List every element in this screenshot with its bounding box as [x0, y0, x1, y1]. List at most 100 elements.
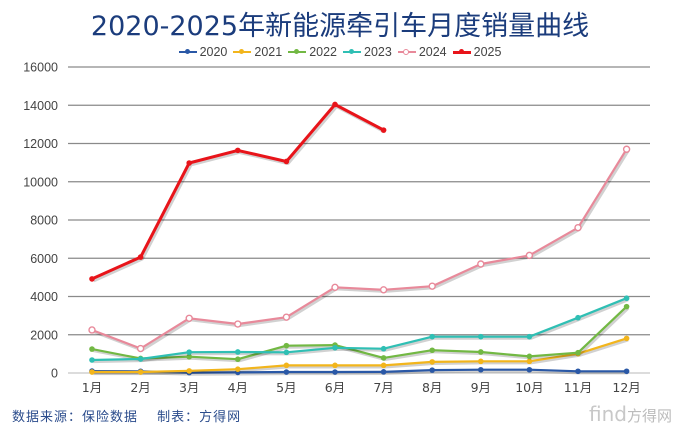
series-shadow-2024 — [92, 149, 630, 352]
data-point-2024 — [379, 286, 388, 294]
data-source: 数据来源：保险数据 — [12, 410, 139, 425]
x-tick-label: 3月 — [179, 380, 199, 395]
series-shadow-2021 — [93, 338, 629, 376]
y-tick-label: 4000 — [30, 290, 58, 304]
series-shadow-2025 — [92, 104, 387, 283]
legend-item-2022[interactable]: 2022 — [288, 45, 337, 59]
legend-label: 2020 — [199, 45, 228, 59]
data-point-2023 — [235, 349, 241, 355]
data-point-2024 — [622, 145, 631, 153]
data-point-2024 — [574, 223, 582, 232]
data-point-2020 — [429, 367, 436, 373]
legend-swatch-2020 — [178, 48, 197, 56]
series-line-2023 — [91, 297, 628, 362]
x-tick-label: 4月 — [228, 380, 248, 395]
series-line-2022 — [91, 305, 628, 361]
data-point-2020 — [575, 368, 581, 375]
x-tick-label: 11月 — [564, 380, 592, 395]
data-point-2023 — [332, 344, 338, 351]
y-tick-label: 8000 — [30, 214, 58, 228]
x-tick-label: 9月 — [471, 380, 491, 395]
data-point-2022 — [429, 347, 436, 354]
y-tick-label: 0 — [51, 367, 58, 381]
legend-item-2020[interactable]: 2020 — [178, 45, 228, 59]
data-point-2022 — [283, 342, 290, 349]
data-point-2024 — [477, 260, 485, 268]
legend-swatch-2022 — [288, 48, 307, 56]
data-point-2025 — [380, 127, 387, 133]
data-point-2024 — [525, 251, 534, 260]
legend-item-2023[interactable]: 2023 — [343, 45, 392, 59]
data-point-2022 — [186, 353, 192, 360]
legend-swatch-2025 — [452, 48, 471, 56]
x-tick-label: 2月 — [130, 380, 150, 395]
x-tick-label: 12月 — [612, 380, 640, 395]
legend-swatch-2023 — [343, 48, 361, 56]
data-point-2021 — [283, 362, 290, 369]
x-tick-label: 7月 — [373, 380, 393, 395]
series-shadow-2023 — [93, 298, 629, 364]
legend-label: 2023 — [364, 45, 392, 59]
y-tick-label: 12000 — [23, 137, 58, 151]
series-line-2024 — [91, 148, 628, 350]
data-point-2021 — [526, 358, 533, 365]
data-point-2024 — [282, 313, 291, 321]
series-shadow-2020 — [93, 369, 629, 376]
chart-title: 2020-2025年新能源牵引车月度销量曲线 — [90, 11, 590, 42]
data-point-2022 — [526, 353, 533, 360]
data-point-2025 — [332, 101, 338, 108]
legend-label: 2025 — [473, 45, 502, 59]
data-point-2022 — [235, 356, 241, 363]
legend-item-2025[interactable]: 2025 — [452, 45, 502, 59]
legend-label: 2021 — [254, 45, 283, 59]
data-point-2023 — [526, 333, 533, 340]
data-point-2021 — [235, 366, 241, 372]
data-point-2025 — [137, 254, 144, 260]
watermark-latin: find — [589, 402, 627, 426]
x-tick-label: 6月 — [325, 380, 345, 395]
x-tick-label: 10月 — [515, 380, 543, 395]
data-point-2020 — [623, 368, 630, 375]
data-point-2025 — [89, 276, 95, 282]
data-point-2020 — [380, 369, 387, 375]
y-tick-label: 6000 — [30, 252, 58, 266]
data-point-2023 — [186, 349, 192, 355]
data-point-2022 — [623, 303, 630, 310]
data-point-2022 — [575, 349, 581, 356]
data-point-2023 — [429, 333, 436, 340]
data-point-2023 — [478, 333, 484, 340]
data-point-2020 — [526, 366, 533, 373]
data-point-2023 — [283, 349, 290, 356]
data-point-2020 — [332, 369, 338, 375]
legend-label: 2022 — [309, 45, 337, 59]
data-point-2023 — [623, 295, 630, 302]
legend-swatch-2024 — [397, 48, 416, 56]
data-point-2020 — [478, 366, 484, 373]
data-point-2022 — [89, 346, 95, 352]
data-point-2024 — [185, 314, 193, 323]
y-tick-label: 10000 — [23, 175, 58, 189]
legend-item-2024[interactable]: 2024 — [397, 45, 447, 59]
data-point-2024 — [88, 326, 96, 334]
y-tick-label: 2000 — [30, 328, 58, 342]
data-point-2020 — [283, 369, 290, 375]
y-tick-label: 14000 — [23, 99, 58, 113]
data-point-2025 — [186, 160, 192, 166]
footer: 数据来源：保险数据 制表：方得网 — [12, 406, 241, 425]
chart-maker: 制表：方得网 — [157, 410, 242, 425]
data-point-2021 — [89, 369, 95, 375]
legend-item-2021[interactable]: 2021 — [233, 45, 282, 59]
data-point-2023 — [89, 357, 95, 363]
legend-swatch-2021 — [233, 48, 252, 56]
data-point-2021 — [186, 368, 192, 374]
data-point-2024 — [136, 344, 145, 353]
watermark-logo: find方得网 — [589, 402, 672, 426]
data-point-2021 — [332, 362, 338, 369]
x-tick-label: 8月 — [422, 380, 442, 395]
data-point-2023 — [575, 314, 581, 321]
data-point-2024 — [234, 320, 242, 328]
data-point-2021 — [137, 369, 144, 375]
series-line-2020 — [91, 368, 627, 374]
legend-label: 2024 — [418, 45, 447, 59]
